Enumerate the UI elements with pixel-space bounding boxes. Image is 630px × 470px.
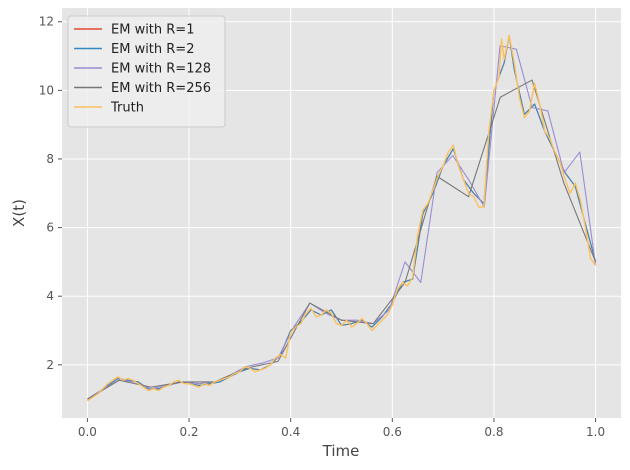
y-tick-label: 10 [39,83,54,97]
x-axis-label: Time [322,442,360,460]
y-tick-label: 8 [46,152,54,166]
x-tick-label: 1.0 [586,425,605,439]
legend-label: Truth [110,101,144,116]
x-tick-label: 0.4 [281,425,300,439]
y-axis-label: X(t) [10,199,28,227]
y-tick-label: 2 [46,358,54,372]
series-lines [87,34,597,402]
legend-label: EM with R=2 [111,42,194,57]
y-tick-label: 4 [46,289,54,303]
legend-label: EM with R=256 [111,81,211,96]
tick-labels: 0.0 0.2 0.4 0.6 0.8 1.0 2 4 6 8 10 12 [39,15,605,439]
y-tick-label: 12 [39,15,54,29]
legend-label: EM with R=1 [111,23,194,38]
legend: EM with R=1 EM with R=2 EM with R=128 EM wi… [67,15,226,128]
x-tick-label: 0.6 [383,425,402,439]
x-tick-label: 0.2 [179,425,198,439]
x-tick-label: 0.0 [78,425,97,439]
legend-box [67,15,226,128]
legend-label: EM with R=128 [111,62,211,77]
y-tick-label: 6 [46,221,54,235]
series-line-5 [87,34,597,402]
x-tick-label: 0.8 [484,425,503,439]
